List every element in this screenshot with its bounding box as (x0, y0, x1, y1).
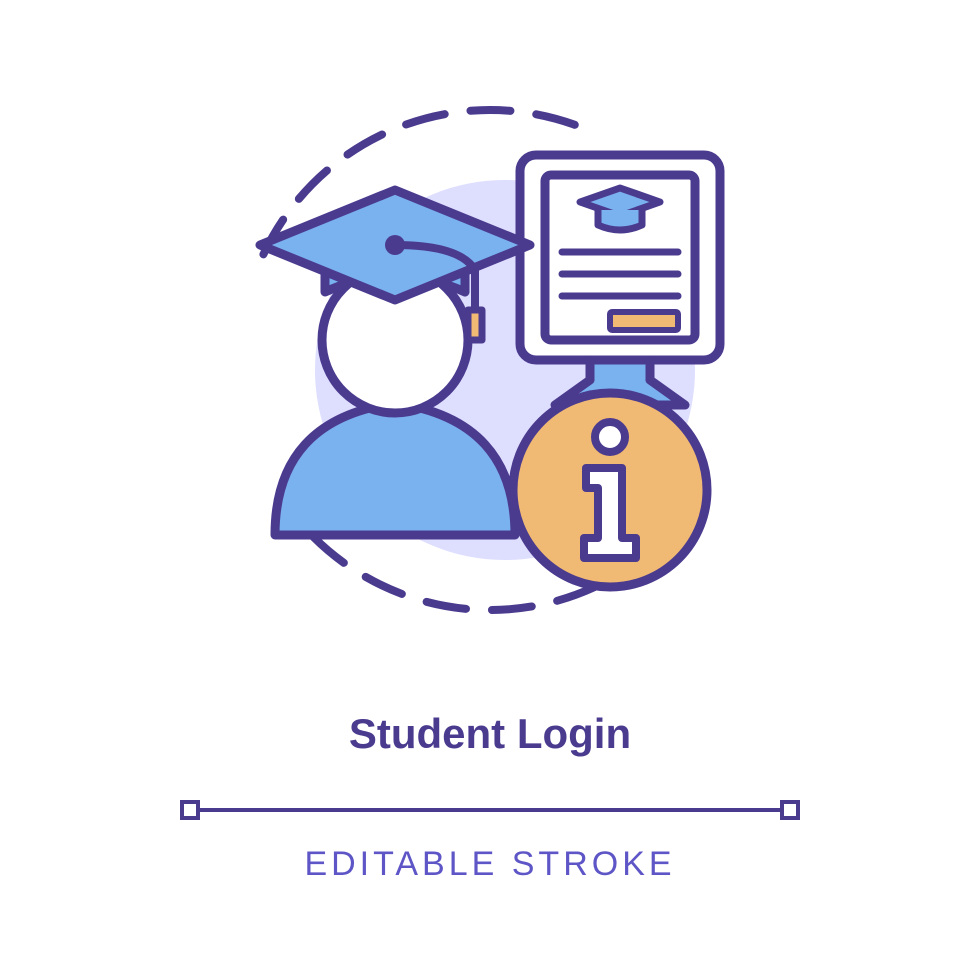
student-login-icon (190, 60, 790, 665)
divider-line (200, 808, 780, 812)
divider (180, 800, 800, 820)
divider-end-right (780, 800, 800, 820)
infographic-canvas: Student Login EDITABLE STROKE (0, 0, 980, 980)
info-badge-icon (513, 393, 707, 587)
subtitle-label: EDITABLE STROKE (0, 845, 980, 884)
title-label: Student Login (0, 710, 980, 758)
divider-end-left (180, 800, 200, 820)
